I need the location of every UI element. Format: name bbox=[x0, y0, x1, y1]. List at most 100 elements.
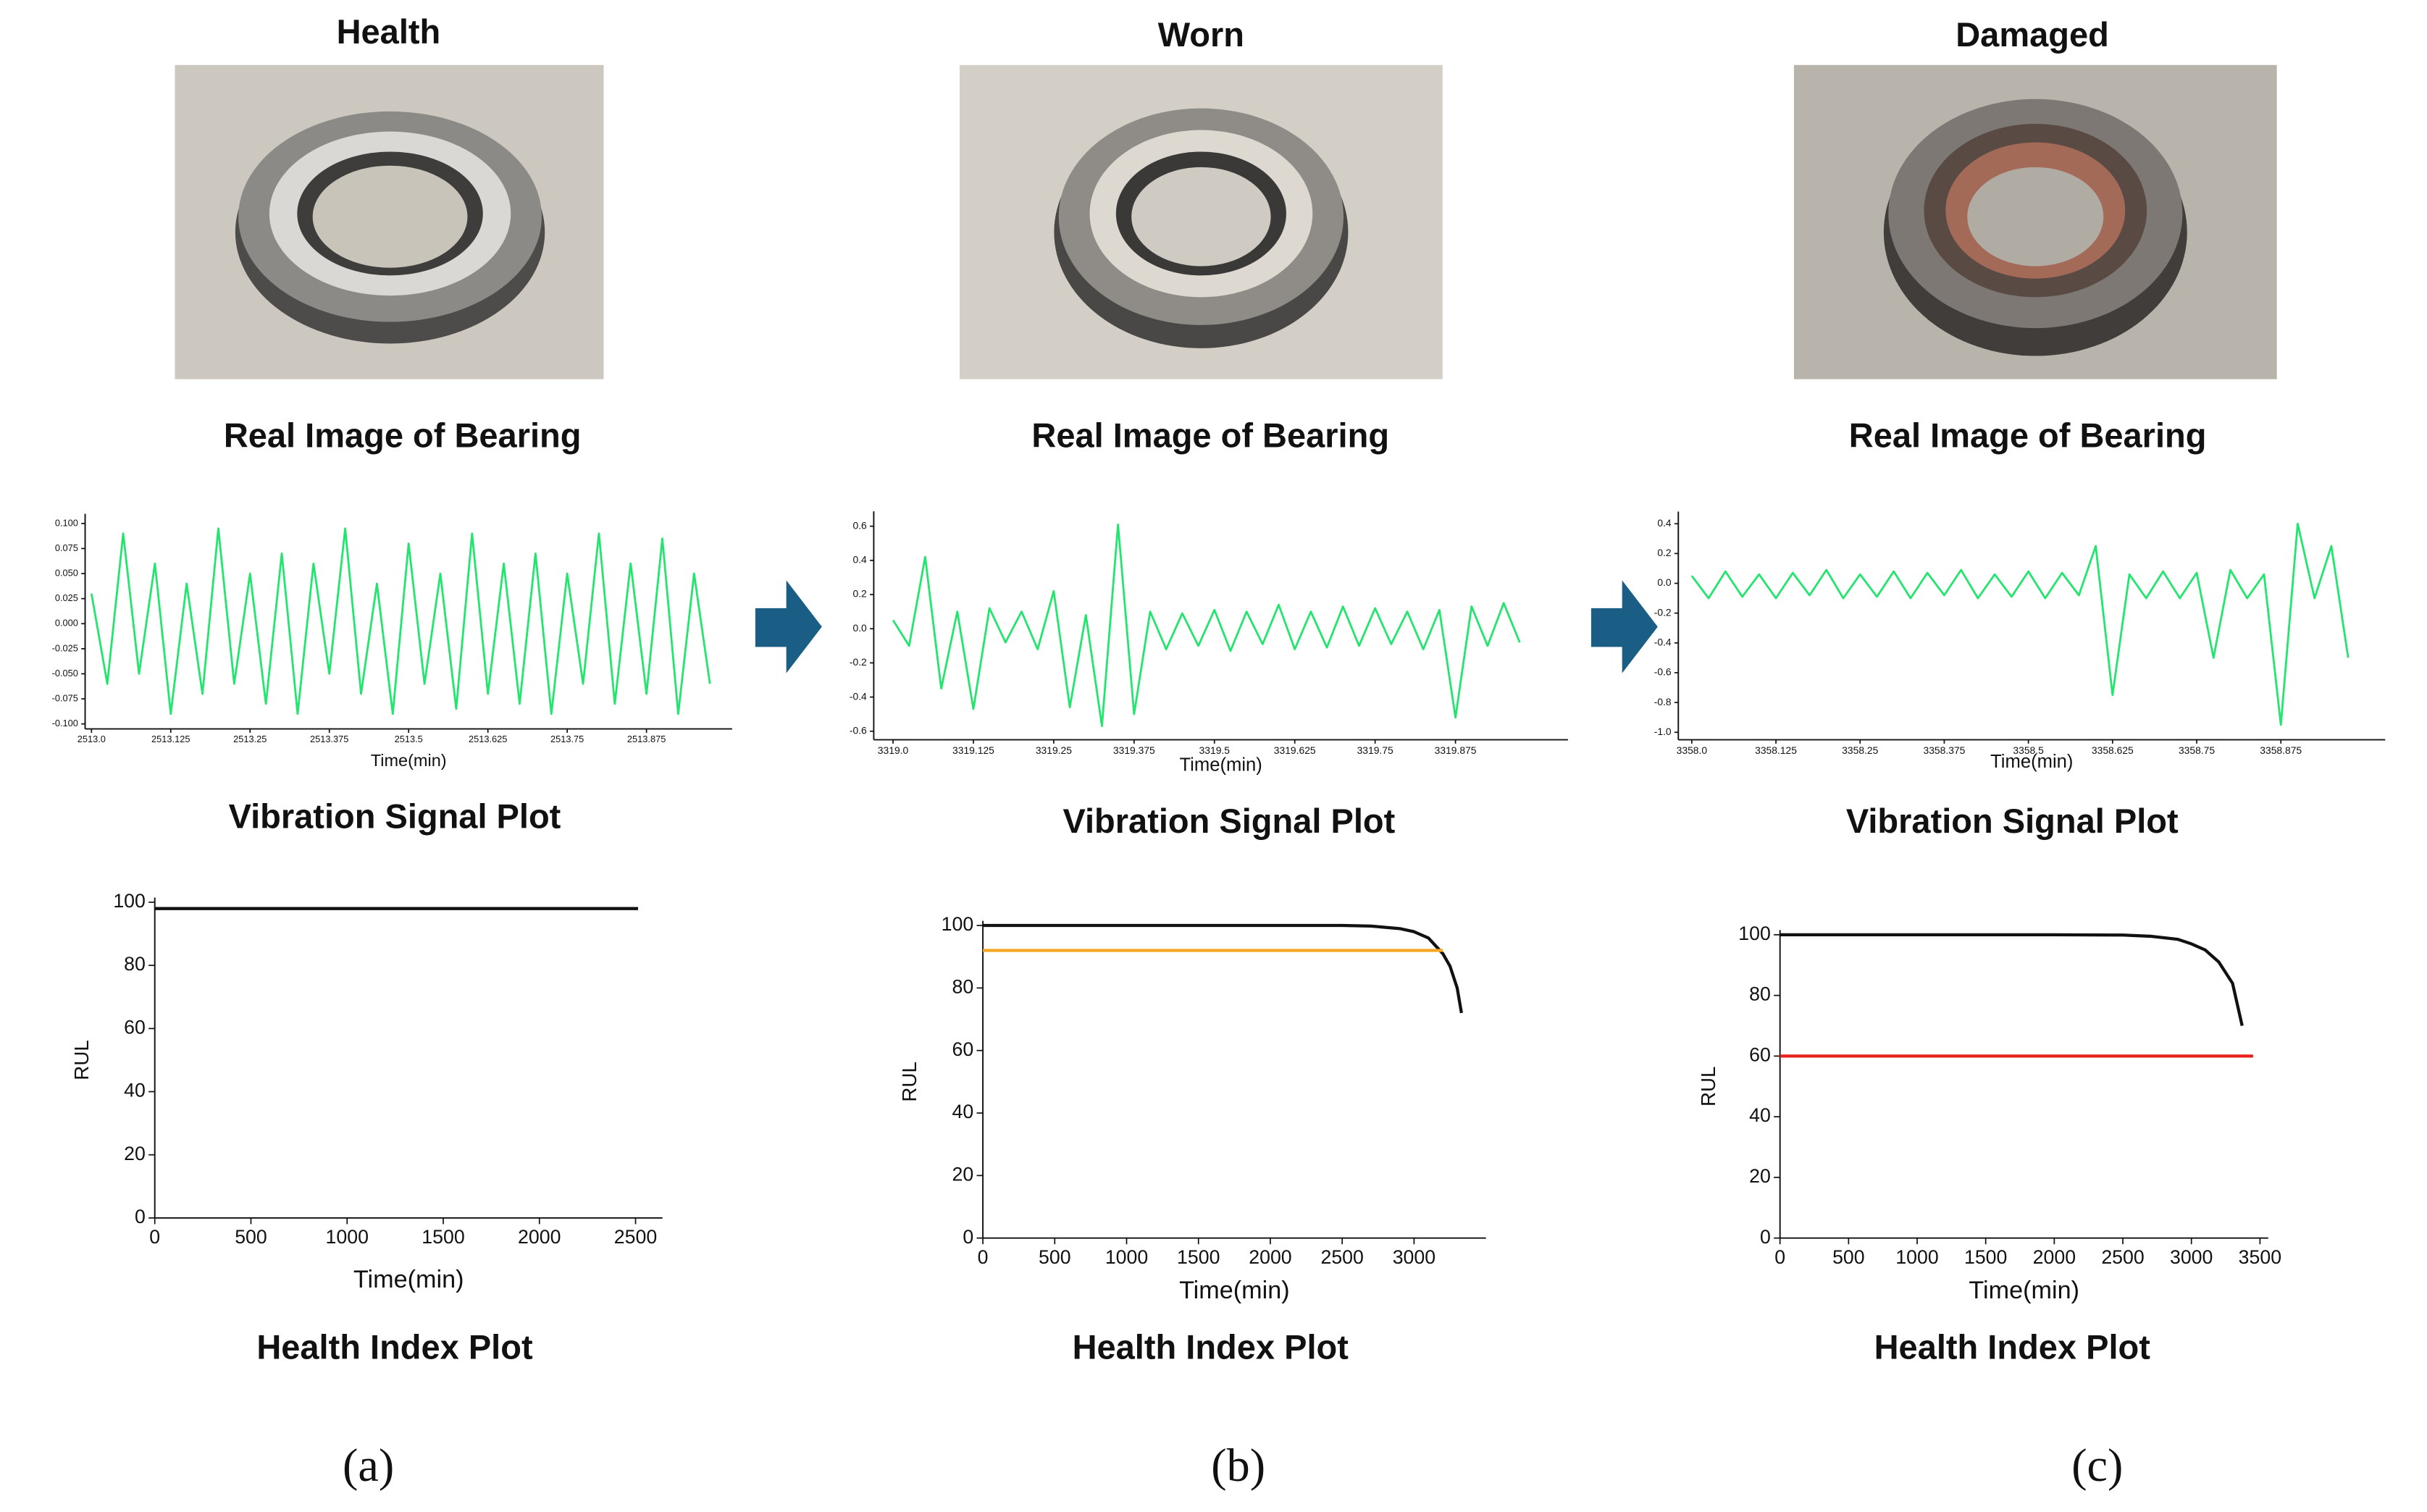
y-tick-label: -0.025 bbox=[52, 642, 78, 653]
y-tick-label: -0.4 bbox=[850, 690, 867, 702]
x-tick-label: 1000 bbox=[1105, 1246, 1148, 1268]
x-tick-label: 1500 bbox=[1177, 1246, 1220, 1268]
x-tick-label: 1000 bbox=[1895, 1246, 1938, 1268]
x-tick-label: 3000 bbox=[2170, 1246, 2213, 1268]
x-tick-label: 3319.875 bbox=[1435, 744, 1477, 756]
x-tick-label: 3358.0 bbox=[1677, 744, 1708, 756]
x-tick-label: 0 bbox=[149, 1226, 160, 1248]
x-axis-label: Time(min) bbox=[1179, 755, 1262, 775]
panel-label: (b) bbox=[1211, 1440, 1265, 1491]
x-tick-label: 3319.625 bbox=[1274, 744, 1316, 756]
x-tick-label: 3358.125 bbox=[1755, 744, 1797, 756]
image-caption: Real Image of Bearing bbox=[224, 416, 582, 455]
x-tick-label: 3319.125 bbox=[952, 744, 994, 756]
y-tick-label: 60 bbox=[1749, 1043, 1771, 1065]
panel-label: (a) bbox=[343, 1440, 394, 1491]
x-tick-label: 1500 bbox=[422, 1226, 464, 1248]
x-tick-label: 3000 bbox=[1393, 1246, 1435, 1268]
y-tick-label: -0.8 bbox=[1654, 696, 1672, 707]
x-tick-label: 3319.25 bbox=[1036, 744, 1072, 756]
panel-label: (c) bbox=[2071, 1440, 2123, 1491]
arrow bbox=[755, 580, 822, 673]
y-tick-label: 100 bbox=[113, 890, 146, 912]
x-tick-label: 2000 bbox=[2033, 1246, 2076, 1268]
x-tick-label: 1000 bbox=[326, 1226, 369, 1248]
x-tick-label: 3358.25 bbox=[1842, 744, 1878, 756]
y-tick-label: 0.025 bbox=[55, 592, 78, 603]
data-line bbox=[1780, 933, 2244, 1026]
y-tick-label: -0.075 bbox=[52, 692, 78, 703]
y-tick-label: 100 bbox=[942, 913, 974, 935]
x-tick-label: 2500 bbox=[2101, 1246, 2144, 1268]
y-tick-label: 20 bbox=[1749, 1165, 1771, 1187]
x-tick-label: 2513.875 bbox=[627, 734, 666, 744]
y-tick-label: 80 bbox=[952, 975, 974, 997]
y-tick-label: -1.0 bbox=[1654, 726, 1672, 737]
y-tick-label: 60 bbox=[124, 1016, 146, 1038]
y-tick-label: 0.075 bbox=[55, 542, 78, 553]
y-tick-label: 100 bbox=[1738, 923, 1771, 944]
x-tick-label: 3500 bbox=[2239, 1246, 2281, 1268]
data-line bbox=[90, 527, 711, 715]
x-tick-label: 2000 bbox=[1249, 1246, 1291, 1268]
y-tick-label: 0 bbox=[963, 1226, 973, 1248]
x-tick-label: 3358.5 bbox=[2013, 744, 2044, 756]
y-tick-label: -0.6 bbox=[1654, 666, 1672, 678]
y-tick-label: 0.0 bbox=[1657, 576, 1672, 588]
x-tick-label: 2513.5 bbox=[395, 734, 423, 744]
y-tick-label: -0.100 bbox=[52, 718, 78, 728]
x-tick-label: 2500 bbox=[614, 1226, 657, 1248]
y-tick-label: 0 bbox=[135, 1206, 146, 1227]
x-tick-label: 2000 bbox=[518, 1226, 561, 1248]
y-tick-label: 60 bbox=[952, 1038, 974, 1060]
x-tick-label: 3358.625 bbox=[2092, 744, 2134, 756]
y-tick-label: 80 bbox=[1749, 983, 1771, 1005]
chart-caption: Vibration Signal Plot bbox=[1846, 802, 2179, 840]
x-axis-label: Time(min) bbox=[1969, 1277, 2079, 1304]
x-tick-label: 500 bbox=[1832, 1246, 1865, 1268]
y-tick-label: 0.0 bbox=[852, 622, 867, 634]
chart-caption: Health Index Plot bbox=[1073, 1327, 1349, 1366]
x-tick-label: 3319.0 bbox=[878, 744, 909, 756]
x-axis-label: Time(min) bbox=[1179, 1277, 1290, 1304]
y-tick-label: 0.050 bbox=[55, 567, 78, 578]
y-tick-label: -0.2 bbox=[850, 656, 867, 668]
x-tick-label: 2500 bbox=[1320, 1246, 1363, 1268]
x-tick-label: 2513.25 bbox=[233, 734, 267, 744]
x-tick-label: 2513.0 bbox=[77, 734, 106, 744]
y-tick-label: 0.2 bbox=[852, 588, 867, 600]
y-tick-label: 20 bbox=[124, 1143, 146, 1164]
y-tick-label: 0.100 bbox=[55, 517, 78, 528]
arrow bbox=[1590, 580, 1658, 673]
x-tick-label: 2513.125 bbox=[151, 734, 190, 744]
y-axis-label: RUL bbox=[70, 1040, 93, 1080]
y-tick-label: 40 bbox=[124, 1080, 146, 1101]
y-tick-label: 20 bbox=[952, 1163, 974, 1185]
bearing-photo bbox=[960, 64, 1443, 379]
x-axis-label: Time(min) bbox=[353, 1266, 464, 1293]
y-tick-label: 0.6 bbox=[852, 519, 867, 531]
y-tick-label: 0.4 bbox=[852, 554, 867, 566]
x-tick-label: 3358.875 bbox=[2260, 744, 2302, 756]
y-axis-label: RUL bbox=[1697, 1067, 1719, 1107]
y-tick-label: 0.4 bbox=[1657, 517, 1672, 529]
x-tick-label: 0 bbox=[978, 1246, 989, 1268]
chart-caption: Health Index Plot bbox=[1874, 1327, 2151, 1366]
chart-caption: Vibration Signal Plot bbox=[1063, 802, 1396, 840]
x-tick-label: 2513.75 bbox=[550, 734, 584, 744]
data-line bbox=[983, 923, 1463, 1014]
image-caption: Real Image of Bearing bbox=[1031, 416, 1389, 455]
y-tick-label: 40 bbox=[1749, 1104, 1771, 1126]
y-tick-label: -0.4 bbox=[1654, 637, 1672, 648]
panel-title: Damaged bbox=[1956, 15, 2109, 54]
bearing-photo bbox=[175, 64, 604, 379]
x-tick-label: 500 bbox=[235, 1226, 267, 1248]
panel-title: Health bbox=[337, 12, 441, 51]
y-tick-label: 0.000 bbox=[55, 618, 78, 629]
y-tick-label: -0.050 bbox=[52, 668, 78, 679]
chart-caption: Health Index Plot bbox=[256, 1327, 533, 1366]
y-tick-label: -0.6 bbox=[850, 724, 867, 736]
chart-caption: Vibration Signal Plot bbox=[229, 797, 561, 835]
x-tick-label: 2513.375 bbox=[310, 734, 348, 744]
